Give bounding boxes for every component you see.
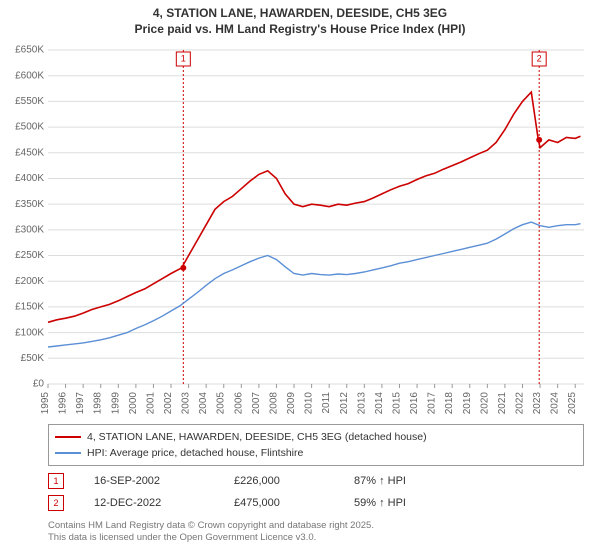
svg-text:£350K: £350K [15,199,44,210]
marker-number-box: 2 [48,495,64,511]
svg-text:2012: 2012 [339,392,350,415]
footer-line1: Contains HM Land Registry data © Crown c… [48,520,374,532]
svg-text:2013: 2013 [356,392,367,415]
svg-text:2017: 2017 [427,392,438,415]
chart-svg: £0£50K£100K£150K£200K£250K£300K£350K£400… [48,44,588,414]
svg-text:£400K: £400K [15,173,44,184]
svg-text:2000: 2000 [128,392,139,415]
legend-label-price: 4, STATION LANE, HAWARDEN, DEESIDE, CH5 … [87,431,427,443]
svg-text:£450K: £450K [15,147,44,158]
chart-container: 4, STATION LANE, HAWARDEN, DEESIDE, CH5 … [0,0,600,560]
svg-text:1998: 1998 [93,392,104,415]
svg-text:2011: 2011 [321,392,332,414]
legend-swatch-hpi [55,452,81,454]
svg-text:£200K: £200K [15,276,44,287]
svg-text:£300K: £300K [15,224,44,235]
svg-text:2014: 2014 [374,392,385,415]
chart-plot-area: £0£50K£100K£150K£200K£250K£300K£350K£400… [48,44,588,414]
svg-text:2005: 2005 [216,392,227,415]
marker-row: 1 16-SEP-2002£226,00087% ↑ HPI [48,470,584,492]
svg-text:1999: 1999 [110,392,121,415]
svg-text:2015: 2015 [391,392,402,415]
marker-hpi-delta: 87% ↑ HPI [354,475,474,487]
svg-text:1997: 1997 [75,392,86,415]
svg-text:2021: 2021 [497,392,508,415]
marker-hpi-delta: 59% ↑ HPI [354,497,474,509]
svg-text:2001: 2001 [145,392,156,415]
marker-row: 2 12-DEC-2022£475,00059% ↑ HPI [48,492,584,514]
footer-attribution: Contains HM Land Registry data © Crown c… [48,520,374,544]
legend: 4, STATION LANE, HAWARDEN, DEESIDE, CH5 … [48,424,584,466]
chart-title-line2: Price paid vs. HM Land Registry's House … [0,22,600,38]
footer-line2: This data is licensed under the Open Gov… [48,532,374,544]
chart-title-line1: 4, STATION LANE, HAWARDEN, DEESIDE, CH5 … [0,0,600,22]
marker-price: £475,000 [234,497,354,509]
svg-text:2: 2 [537,53,542,63]
svg-text:2003: 2003 [181,392,192,415]
svg-text:1996: 1996 [58,392,69,415]
svg-text:2010: 2010 [304,392,315,415]
legend-row-price: 4, STATION LANE, HAWARDEN, DEESIDE, CH5 … [55,429,577,445]
svg-text:2022: 2022 [514,392,525,415]
svg-text:2024: 2024 [550,392,561,415]
svg-text:1: 1 [181,53,186,63]
svg-text:1995: 1995 [40,392,51,415]
legend-row-hpi: HPI: Average price, detached house, Flin… [55,445,577,461]
legend-swatch-price [55,436,81,438]
svg-text:£500K: £500K [15,122,44,133]
marker-price: £226,000 [234,475,354,487]
svg-text:2016: 2016 [409,392,420,415]
legend-label-hpi: HPI: Average price, detached house, Flin… [87,447,303,459]
svg-text:2002: 2002 [163,392,174,415]
svg-text:2019: 2019 [462,392,473,415]
svg-text:2023: 2023 [532,392,543,415]
svg-text:2018: 2018 [444,392,455,415]
svg-text:£100K: £100K [15,327,44,338]
svg-text:£650K: £650K [15,45,44,56]
marker-date: 12-DEC-2022 [94,497,234,509]
marker-date: 16-SEP-2002 [94,475,234,487]
svg-text:£150K: £150K [15,302,44,313]
svg-text:2007: 2007 [251,392,262,415]
svg-text:2025: 2025 [567,392,578,415]
svg-text:2004: 2004 [198,392,209,415]
svg-text:£550K: £550K [15,96,44,107]
svg-text:£50K: £50K [21,353,45,364]
svg-text:2020: 2020 [479,392,490,415]
svg-text:£600K: £600K [15,70,44,81]
svg-text:£250K: £250K [15,250,44,261]
markers-table: 1 16-SEP-2002£226,00087% ↑ HPI 2 12-DEC-202… [48,470,584,514]
marker-number-box: 1 [48,473,64,489]
svg-text:2006: 2006 [233,392,244,415]
svg-text:2009: 2009 [286,392,297,415]
svg-text:2008: 2008 [268,392,279,415]
svg-text:£0: £0 [33,379,45,390]
